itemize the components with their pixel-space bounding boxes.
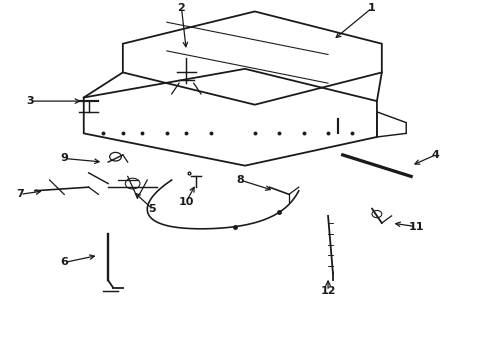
Text: 10: 10 <box>179 197 194 207</box>
Text: 2: 2 <box>177 3 185 13</box>
Text: 11: 11 <box>408 222 424 231</box>
Text: 12: 12 <box>320 286 336 296</box>
Text: 8: 8 <box>236 175 244 185</box>
Text: 1: 1 <box>368 3 376 13</box>
Text: 6: 6 <box>60 257 68 267</box>
Text: 3: 3 <box>26 96 34 106</box>
Text: 5: 5 <box>148 204 156 214</box>
Text: 4: 4 <box>432 150 440 160</box>
Text: 7: 7 <box>16 189 24 199</box>
Text: 9: 9 <box>60 153 68 163</box>
